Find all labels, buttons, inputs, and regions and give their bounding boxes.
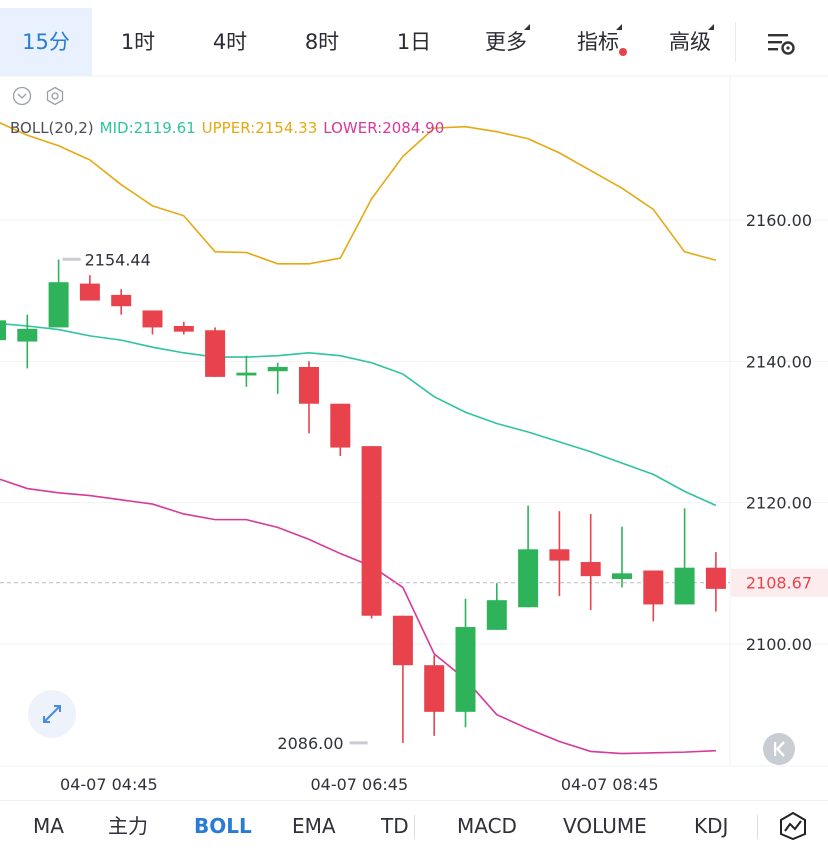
candle-body [142, 310, 163, 328]
tab-4[interactable]: 1日 [368, 8, 460, 76]
boll-lower-line [0, 478, 716, 755]
indicator-tab-5[interactable]: MACD [457, 814, 517, 838]
candlestick-chart[interactable]: 2160.00 2140.00 2120.00 2100.00 2108.67 2154.… [0, 0, 828, 800]
expand-icon [43, 705, 61, 723]
legend-item: BOLL(20,2) [10, 119, 94, 137]
tab-0[interactable]: 15分 [0, 8, 92, 76]
candle-body [486, 600, 507, 630]
tab-label: 1日 [396, 30, 432, 54]
y-tick-label: 2140.00 [746, 352, 812, 371]
high-marker-label: 2154.44 [85, 250, 151, 269]
period-tabs: 15分 1时 4时 8时 1日 更多 指标 高级 [0, 8, 828, 76]
y-tick-label: 2160.00 [746, 211, 812, 230]
candle-body [518, 549, 539, 608]
tab-separator [414, 815, 415, 839]
y-tick-label: 2100.00 [746, 635, 812, 654]
candle-body [392, 615, 413, 666]
tab-label: 15分 [22, 30, 70, 54]
caret-icon [524, 24, 530, 30]
boll-mid-line [0, 322, 717, 507]
candle-body [580, 562, 601, 577]
notification-dot [619, 48, 627, 56]
candle-body [330, 403, 351, 448]
boll-upper-line [0, 121, 717, 265]
tab-separator [757, 815, 758, 839]
chart-tool-icons [12, 86, 72, 110]
chart-settings-icon[interactable] [766, 30, 798, 58]
legend-item: UPPER:2154.33 [202, 119, 318, 137]
indicator-tab-6[interactable]: VOLUME [563, 814, 647, 838]
boll-legend: BOLL(20,2) MID:2119.61 UPPER:2154.33 LOWER:… [10, 119, 444, 137]
low-marker-label: 2086.00 [277, 734, 343, 753]
indicator-tab-0[interactable]: MA [33, 814, 64, 838]
candle-body [674, 567, 695, 605]
candle-body [205, 330, 226, 377]
indicator-tabs: MA 主力 BOLL EMA TD MACD VOLUME KDJ [0, 800, 828, 853]
collapse-icon[interactable] [12, 86, 32, 106]
candle-body [612, 573, 632, 579]
candle-body [111, 294, 132, 307]
candle-body [17, 328, 38, 342]
legend-item: LOWER:2084.90 [323, 119, 444, 137]
tab-label: 1时 [120, 30, 156, 54]
fullscreen-button[interactable] [28, 690, 76, 738]
x-tick-label: 04-07 04:45 [60, 775, 158, 794]
candle-body [424, 665, 445, 712]
x-tick-label: 04-07 06:45 [310, 775, 408, 794]
candle-body [455, 627, 476, 712]
candle-body [643, 570, 664, 605]
rewind-icon [774, 741, 785, 757]
candle-body [173, 326, 194, 332]
tab-3[interactable]: 8时 [276, 8, 368, 76]
candle-body [549, 549, 570, 561]
indicator-tab-1[interactable]: 主力 [108, 814, 148, 838]
tab-label: 高级 [669, 24, 714, 54]
tab-label: 8时 [304, 30, 340, 54]
tab-label: 4时 [212, 30, 248, 54]
indicator-tab-7[interactable]: KDJ [694, 814, 729, 838]
candle-body [299, 366, 319, 404]
candle-body [361, 446, 382, 616]
last-price-label: 2108.67 [746, 574, 812, 593]
last-price-tag [731, 568, 828, 597]
y-tick-label: 2120.00 [746, 494, 812, 513]
candle-body [0, 320, 6, 341]
candle-body [267, 366, 288, 372]
tab-divider [735, 22, 736, 62]
tab-2[interactable]: 4时 [184, 8, 276, 76]
candle-body [79, 283, 100, 301]
indicator-tab-3[interactable]: EMA [292, 814, 336, 838]
candle-body [236, 372, 257, 376]
draw-tool-icon[interactable] [778, 811, 808, 841]
indicator-settings-icon[interactable] [46, 86, 64, 106]
x-tick-label: 04-07 08:45 [561, 775, 659, 794]
candle-body [705, 567, 726, 589]
caret-icon [708, 24, 714, 30]
scroll-to-latest-button[interactable] [763, 733, 795, 765]
indicator-tab-2[interactable]: BOLL [194, 814, 252, 838]
tab-5[interactable]: 更多 [460, 8, 552, 76]
tab-7[interactable]: 高级 [644, 8, 736, 76]
legend-item: MID:2119.61 [100, 119, 196, 137]
tab-label: 指标 [577, 24, 627, 56]
tab-1[interactable]: 1时 [92, 8, 184, 76]
tab-label: 更多 [485, 24, 530, 54]
tab-6[interactable]: 指标 [552, 8, 644, 76]
indicator-tab-4[interactable]: TD [381, 814, 409, 838]
candle-body [48, 282, 69, 328]
caret-icon [616, 24, 622, 30]
